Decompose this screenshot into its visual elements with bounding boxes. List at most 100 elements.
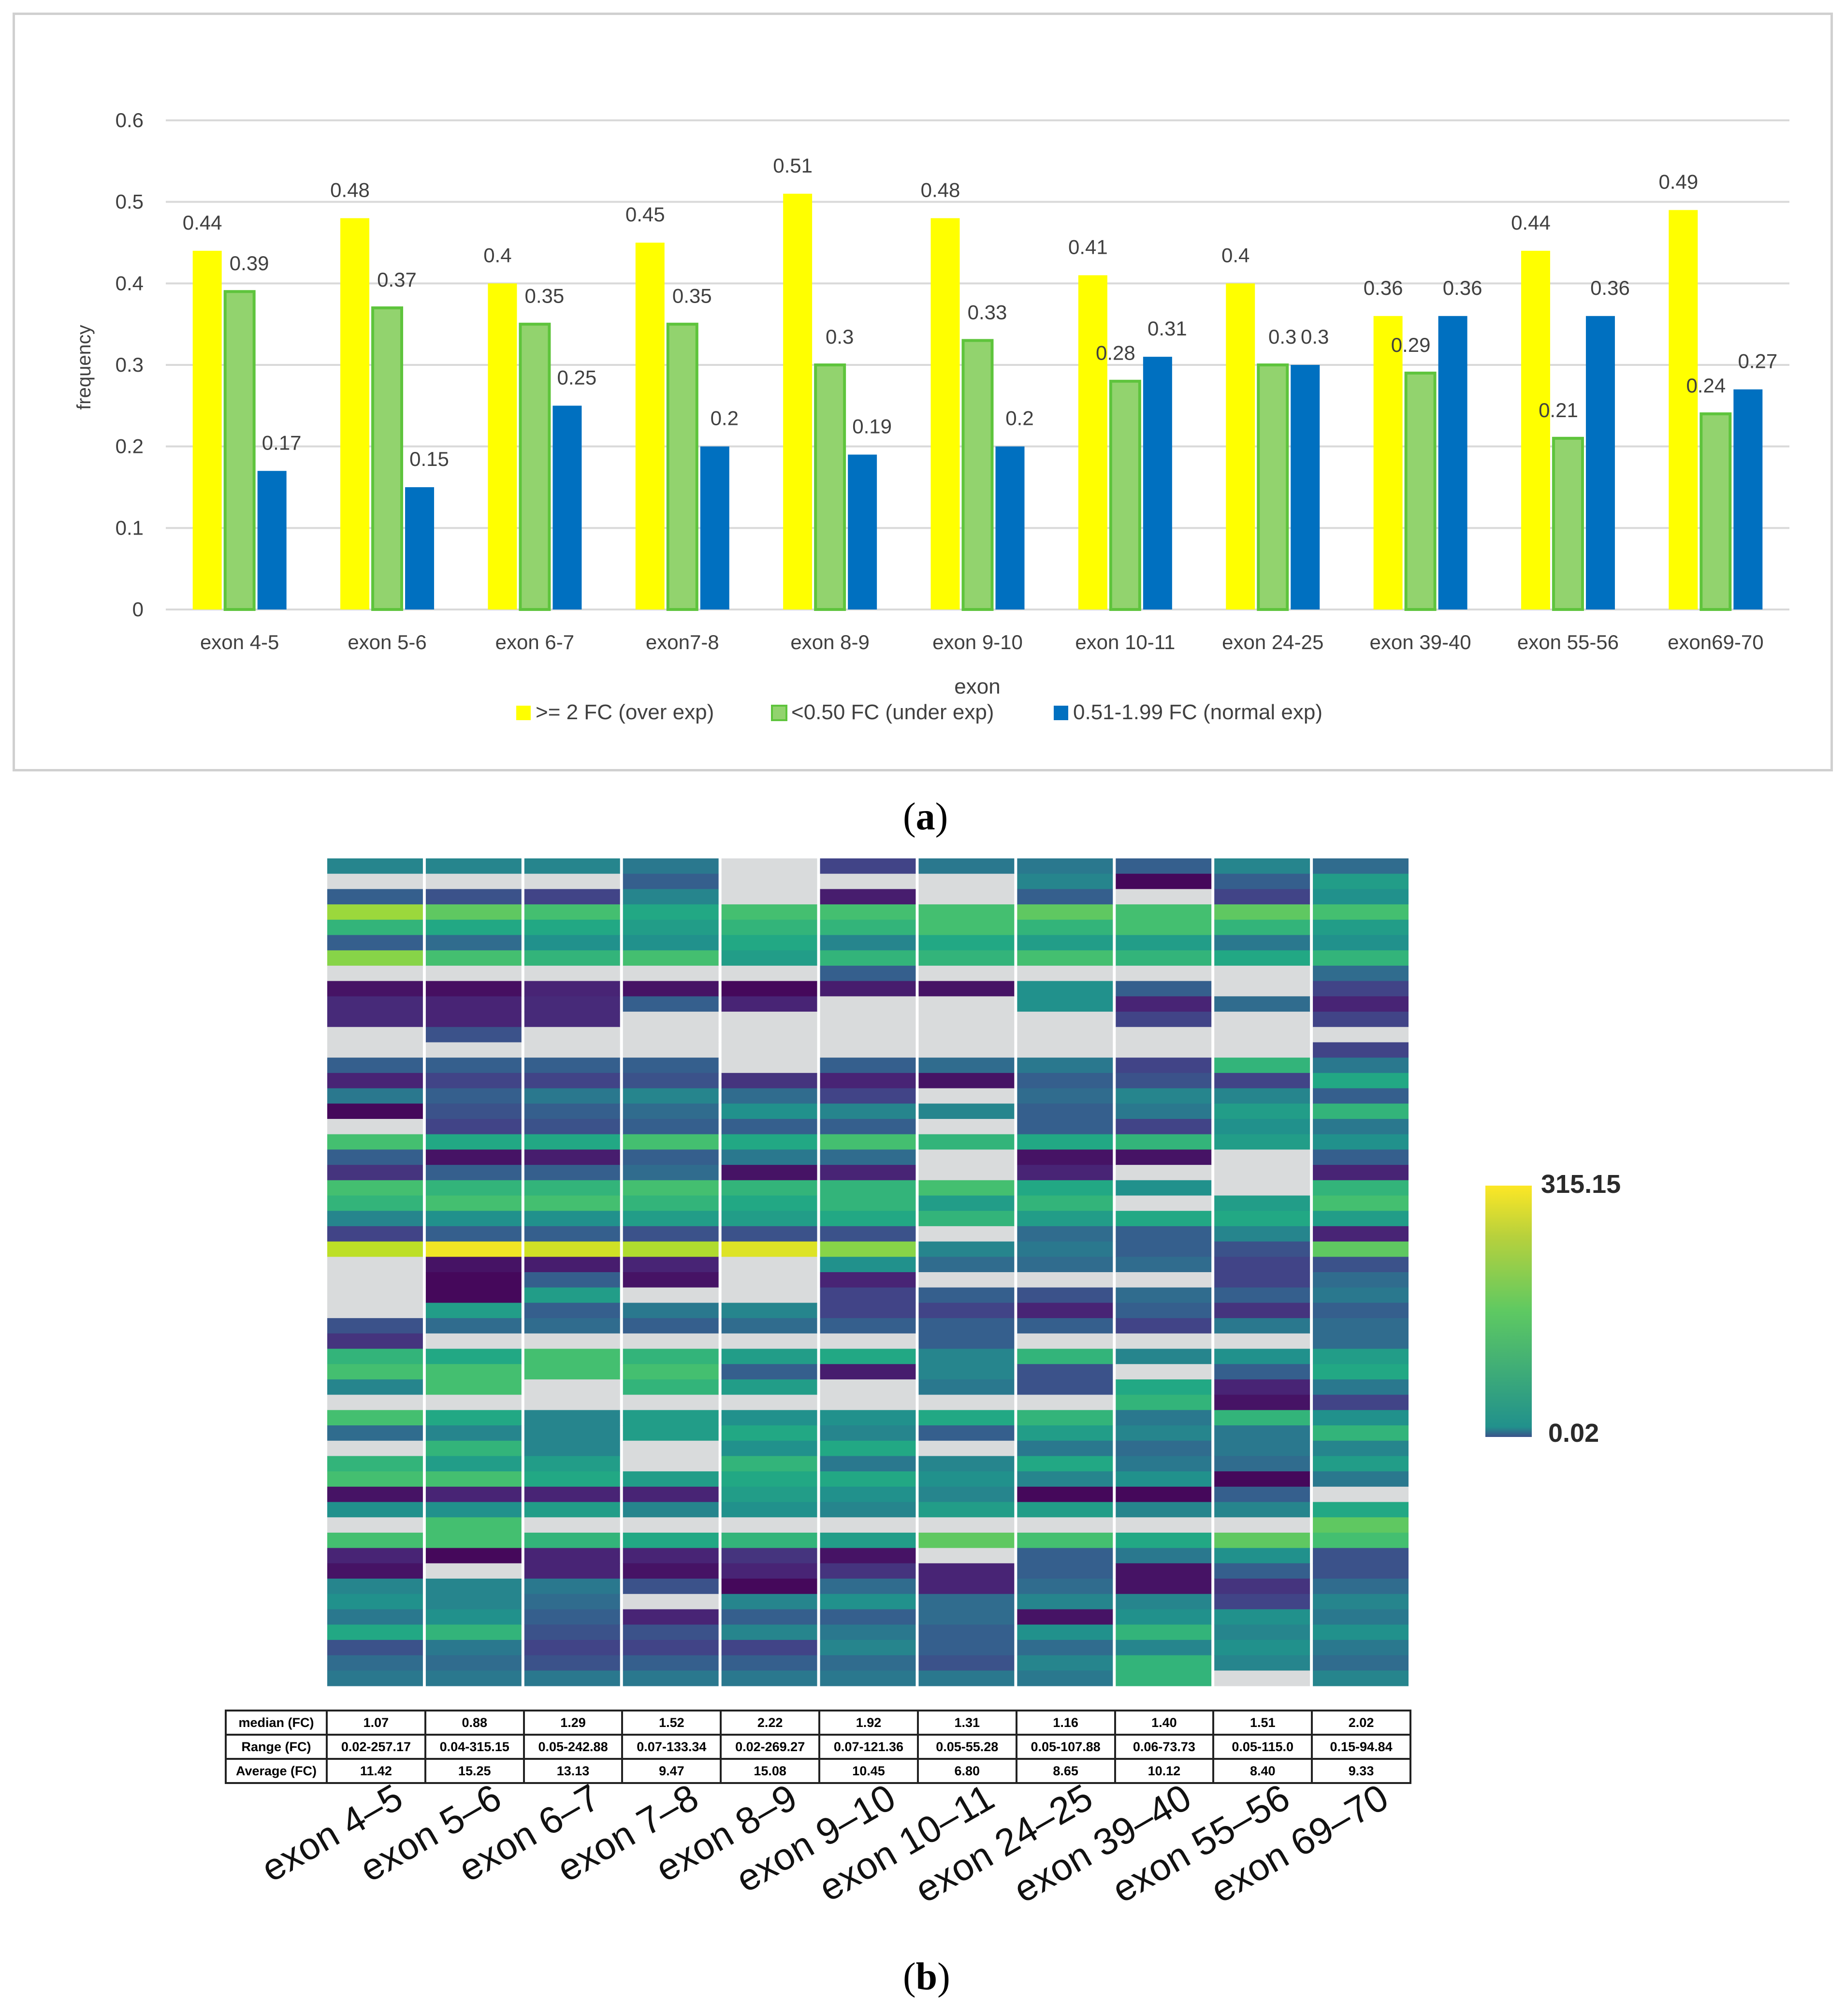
heatmap-cell bbox=[327, 1195, 423, 1211]
heatmap-cell bbox=[918, 1471, 1015, 1487]
data-label: 0.51 bbox=[773, 154, 813, 177]
heatmap-cell bbox=[524, 1012, 620, 1028]
stats-cell: 9.33 bbox=[1311, 1758, 1411, 1784]
heatmap-cell bbox=[1116, 1394, 1212, 1410]
data-label: 0.3 bbox=[1268, 325, 1296, 348]
x-tick-label: exon 24-25 bbox=[1222, 631, 1323, 653]
heatmap-cell bbox=[1017, 1088, 1113, 1104]
heatmap-cell bbox=[327, 1425, 423, 1441]
heatmap-cell bbox=[623, 1548, 719, 1564]
heatmap-cell bbox=[918, 1303, 1015, 1319]
bar bbox=[1143, 357, 1172, 609]
heatmap-cell bbox=[820, 1456, 916, 1472]
bar bbox=[1226, 283, 1255, 609]
x-tick-label: exon 9-10 bbox=[932, 631, 1023, 653]
heatmap-cell bbox=[327, 1303, 423, 1319]
heatmap-cell bbox=[1116, 1118, 1212, 1135]
data-label: 0.36 bbox=[1364, 276, 1403, 299]
heatmap-cell bbox=[425, 996, 522, 1012]
heatmap-cell bbox=[820, 1563, 916, 1579]
heatmap-cell bbox=[1017, 1318, 1113, 1334]
heatmap-cell bbox=[721, 904, 817, 920]
stats-row: Average (FC) 11.42 15.25 13.13 9.47 15.08 10.4… bbox=[225, 1758, 1411, 1784]
bar bbox=[848, 454, 877, 609]
heatmap-cell bbox=[918, 1410, 1015, 1426]
heatmap-cell bbox=[425, 1303, 522, 1319]
heatmap-cell bbox=[1116, 1486, 1212, 1503]
heatmap-cell bbox=[623, 1624, 719, 1640]
heatmap-cell bbox=[1017, 1272, 1113, 1288]
heatmap-cell bbox=[524, 1425, 620, 1441]
data-label: 0.39 bbox=[230, 252, 269, 275]
heatmap-cell bbox=[820, 919, 916, 936]
heatmap-cell bbox=[918, 1088, 1015, 1104]
heatmap-cell bbox=[425, 935, 522, 951]
heatmap-cell bbox=[1313, 1486, 1409, 1503]
heatmap-cell bbox=[623, 1012, 719, 1028]
heatmap-cell bbox=[1313, 1180, 1409, 1196]
heatmap-cell bbox=[1017, 1410, 1113, 1426]
stats-row: Range (FC) 0.02-257.17 0.04-315.15 0.05-242… bbox=[225, 1734, 1411, 1760]
heatmap-cell bbox=[1116, 1609, 1212, 1625]
heatmap-cell bbox=[1116, 1180, 1212, 1196]
heatmap-cell bbox=[1017, 1257, 1113, 1273]
heatmap-cell bbox=[524, 1379, 620, 1395]
heatmap-cell bbox=[1214, 1012, 1310, 1028]
heatmap-cell bbox=[623, 1456, 719, 1472]
heatmap-cell bbox=[721, 1287, 817, 1304]
heatmap-cell bbox=[721, 1195, 817, 1211]
heatmap-cell bbox=[623, 1287, 719, 1304]
heatmap-cell bbox=[1313, 1012, 1409, 1028]
heatmap-cell bbox=[918, 1058, 1015, 1073]
heatmap-cell bbox=[1313, 873, 1409, 890]
data-label: 0.37 bbox=[377, 268, 417, 291]
heatmap-cell bbox=[1116, 1624, 1212, 1640]
heatmap-cell bbox=[327, 1349, 423, 1364]
heatmap-cell bbox=[1116, 904, 1212, 920]
heatmap-cell bbox=[721, 1456, 817, 1472]
heatmap-cell bbox=[623, 1195, 719, 1211]
heatmap-cell bbox=[1214, 1655, 1310, 1671]
heatmap-cell bbox=[1017, 1042, 1113, 1058]
heatmap-cell bbox=[918, 1257, 1015, 1273]
stats-cell: 0.88 bbox=[424, 1710, 525, 1736]
heatmap-cell bbox=[1313, 1287, 1409, 1304]
heatmap-cell bbox=[1313, 950, 1409, 966]
x-tick-label: exon 4-5 bbox=[200, 631, 279, 653]
legend: >= 2 FC (over exp) <0.50 FC (under exp) 0.… bbox=[516, 700, 1322, 724]
heatmap-cell bbox=[327, 965, 423, 982]
heatmap-cell bbox=[820, 1364, 916, 1380]
heatmap-cell bbox=[1313, 1257, 1409, 1273]
heatmap-cell bbox=[721, 1134, 817, 1150]
heatmap-cell bbox=[918, 873, 1015, 890]
colorbar-min-label: 0.02 bbox=[1548, 1419, 1599, 1448]
heatmap-cell bbox=[524, 1517, 620, 1533]
heatmap-cell bbox=[327, 1364, 423, 1380]
heatmap-cell bbox=[721, 1180, 817, 1196]
heatmap-cell bbox=[1116, 1425, 1212, 1441]
heatmap-cell bbox=[1214, 1425, 1310, 1441]
heatmap-cell bbox=[1116, 1211, 1212, 1227]
heatmap-cell bbox=[1313, 1379, 1409, 1395]
heatmap-cell bbox=[820, 1241, 916, 1257]
heatmap-cell bbox=[524, 1394, 620, 1410]
heatmap-cell bbox=[721, 1410, 817, 1426]
heatmap-cell bbox=[623, 919, 719, 936]
heatmap-cell bbox=[1116, 1272, 1212, 1288]
heatmap-cell bbox=[820, 1272, 916, 1288]
stats-cell: 0.06-73.73 bbox=[1114, 1734, 1215, 1760]
heatmap-cell bbox=[918, 1287, 1015, 1304]
data-label: 0.2 bbox=[711, 407, 739, 430]
heatmap-cell bbox=[820, 1410, 916, 1426]
heatmap-cell bbox=[1214, 1241, 1310, 1257]
heatmap-cell bbox=[1214, 1563, 1310, 1579]
data-label: 0.2 bbox=[1005, 407, 1033, 430]
data-label: 0.28 bbox=[1096, 342, 1135, 364]
heatmap-cell bbox=[918, 950, 1015, 966]
heatmap-cell bbox=[524, 965, 620, 982]
heatmap-cell bbox=[721, 1165, 817, 1181]
heatmap-cell bbox=[1017, 1563, 1113, 1579]
legend-swatch bbox=[516, 706, 531, 720]
heatmap-cell bbox=[1313, 1303, 1409, 1319]
heatmap-cell bbox=[1313, 1241, 1409, 1257]
